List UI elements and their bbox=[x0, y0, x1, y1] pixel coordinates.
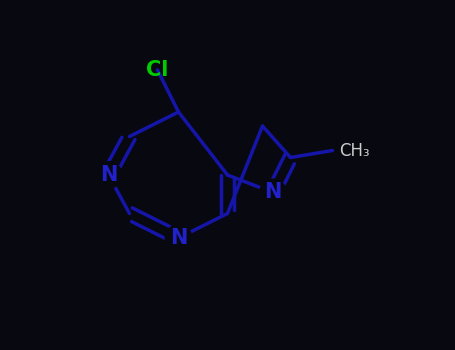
Circle shape bbox=[165, 225, 192, 251]
Circle shape bbox=[260, 179, 286, 206]
Text: N: N bbox=[264, 182, 282, 203]
Text: N: N bbox=[100, 165, 117, 185]
Text: Cl: Cl bbox=[147, 60, 169, 80]
Circle shape bbox=[95, 162, 122, 188]
Text: CH₃: CH₃ bbox=[339, 141, 370, 160]
Text: N: N bbox=[170, 228, 187, 248]
